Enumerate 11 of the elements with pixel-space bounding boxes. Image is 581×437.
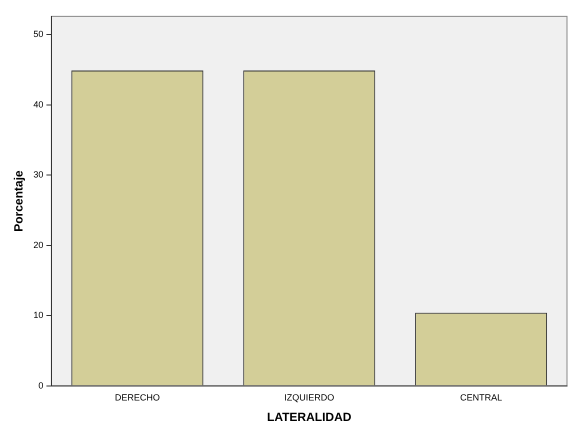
x-tick-label: CENTRAL [460, 392, 502, 403]
y-tick-label: 30 [33, 170, 44, 180]
y-tick-label: 20 [33, 240, 44, 250]
x-axis-title: LATERALIDAD [266, 410, 352, 424]
y-tick-label: 50 [33, 29, 44, 40]
x-tick-label: DERECHO [114, 392, 160, 403]
x-tick-label: IZQUIERDO [284, 392, 334, 403]
y-tick-label: 0 [38, 380, 44, 390]
y-tick-label: 40 [33, 99, 44, 110]
y-tick-label: 10 [33, 310, 44, 320]
y-axis-title: Porcentaje [12, 170, 26, 232]
